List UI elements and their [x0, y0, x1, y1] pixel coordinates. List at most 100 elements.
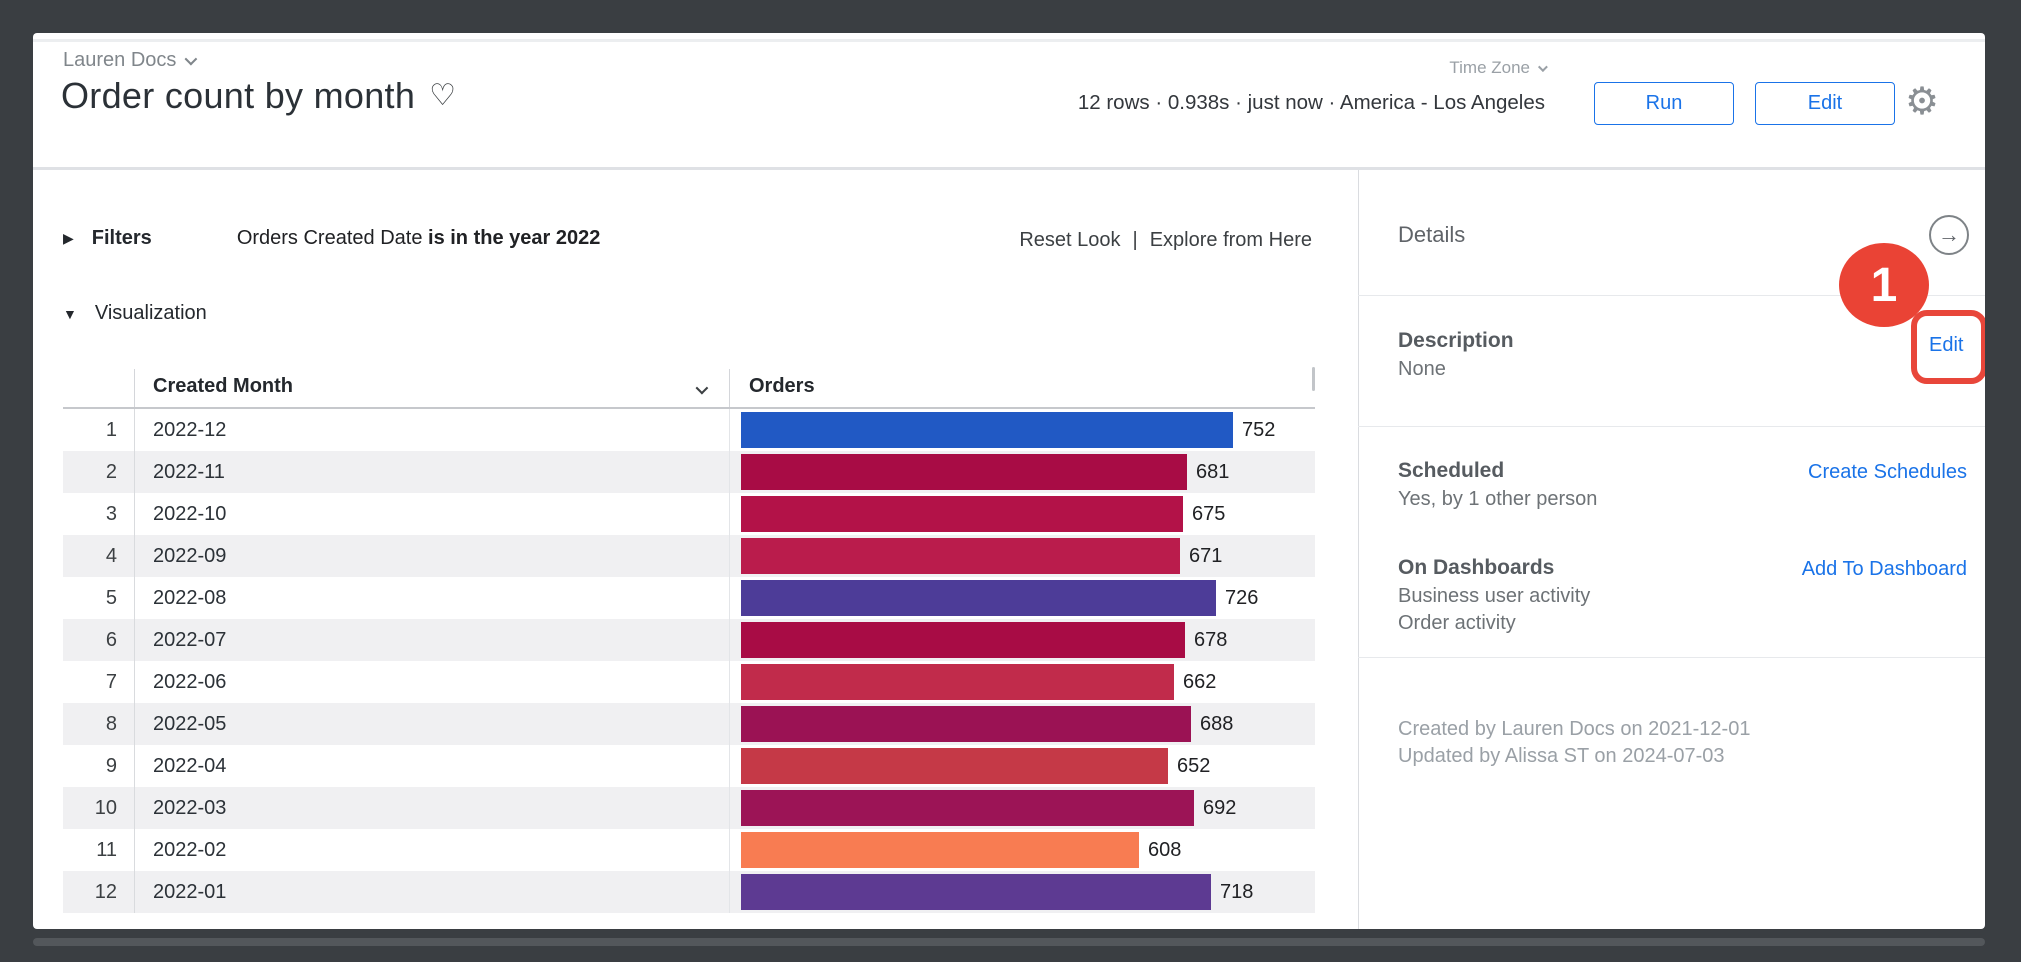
column-divider	[729, 493, 730, 535]
column-divider	[729, 703, 730, 745]
orders-value-label: 692	[1203, 796, 1237, 819]
row-number: 12	[94, 880, 117, 903]
table-header-row: Created Month Orders	[63, 365, 1315, 409]
orders-bar[interactable]	[741, 790, 1194, 826]
orders-bar[interactable]	[741, 580, 1216, 616]
collapse-triangle-icon[interactable]: ▼	[63, 305, 77, 322]
details-divider	[1358, 426, 1985, 427]
orders-bar[interactable]	[741, 748, 1168, 784]
orders-bar[interactable]	[741, 454, 1187, 490]
chevron-down-icon	[184, 52, 198, 66]
orders-bar-cell: 718	[729, 871, 1315, 913]
query-meta: 12 rows · 0.938s · just now · America - …	[1077, 91, 1545, 114]
horizontal-scrollbar[interactable]	[33, 938, 1985, 946]
expand-triangle-icon[interactable]: ▶	[63, 230, 74, 246]
column-divider	[729, 829, 730, 871]
details-title: Details	[1398, 222, 1466, 247]
column-header-created-month[interactable]: Created Month	[153, 375, 293, 397]
orders-bar-cell: 752	[729, 409, 1315, 451]
orders-bar-cell: 675	[729, 493, 1315, 535]
created-month-cell[interactable]: 2022-05	[153, 712, 227, 735]
column-divider	[134, 535, 135, 577]
column-divider	[729, 577, 730, 619]
orders-bar[interactable]	[741, 832, 1139, 868]
created-month-cell[interactable]: 2022-08	[153, 586, 227, 609]
gear-icon[interactable]: ⚙	[1905, 81, 1940, 123]
header-divider	[33, 167, 1985, 170]
created-month-cell[interactable]: 2022-04	[153, 754, 227, 777]
breadcrumb[interactable]: Lauren Docs	[63, 49, 198, 72]
link-separator: |	[1132, 229, 1138, 251]
reset-look-link[interactable]: Reset Look	[1019, 229, 1121, 251]
filter-field: Orders Created Date	[236, 227, 429, 249]
visualization-section-label[interactable]: Visualization	[94, 302, 207, 324]
column-divider	[729, 871, 730, 913]
orders-bar[interactable]	[741, 496, 1183, 532]
table-scrollbar[interactable]	[1312, 367, 1315, 391]
created-month-cell[interactable]: 2022-09	[153, 544, 227, 567]
updated-by-line: Updated by Alissa ST on 2024-07-03	[1398, 745, 1725, 767]
orders-bar[interactable]	[741, 538, 1180, 574]
add-to-dashboard-link[interactable]: Add To Dashboard	[1801, 558, 1967, 580]
table-row: 4 2022-09 671	[63, 535, 1315, 577]
row-number: 7	[105, 670, 117, 693]
orders-bar[interactable]	[741, 622, 1185, 658]
column-divider	[134, 703, 135, 745]
table-row: 6 2022-07 678	[63, 619, 1315, 661]
edit-description-link[interactable]: Edit	[1929, 334, 1964, 356]
timezone-selector[interactable]: Time Zone	[1449, 58, 1548, 78]
breadcrumb-label: Lauren Docs	[63, 49, 177, 71]
orders-bar[interactable]	[741, 412, 1233, 448]
orders-value-label: 652	[1177, 754, 1211, 777]
created-month-cell[interactable]: 2022-01	[153, 880, 227, 903]
created-month-cell[interactable]: 2022-10	[153, 502, 227, 525]
column-header-orders[interactable]: Orders	[749, 375, 815, 397]
timezone-label: Time Zone	[1449, 58, 1530, 77]
look-window: Lauren Docs Order count by month ♡ Time …	[33, 33, 1985, 929]
created-month-cell[interactable]: 2022-02	[153, 838, 227, 861]
column-divider	[134, 829, 135, 871]
open-details-arrow-icon[interactable]: →	[1929, 215, 1969, 255]
orders-bar-cell: 671	[729, 535, 1315, 577]
column-divider	[729, 661, 730, 703]
row-number: 6	[105, 628, 117, 651]
table-row: 8 2022-05 688	[63, 703, 1315, 745]
created-month-cell[interactable]: 2022-11	[153, 460, 225, 483]
column-menu-chevron-icon[interactable]	[695, 381, 709, 399]
edit-button[interactable]: Edit	[1755, 82, 1895, 125]
run-button[interactable]: Run	[1594, 82, 1734, 125]
table-row: 5 2022-08 726	[63, 577, 1315, 619]
table-row: 9 2022-04 652	[63, 745, 1315, 787]
orders-value-label: 678	[1194, 628, 1228, 651]
create-schedules-link[interactable]: Create Schedules	[1808, 461, 1967, 483]
orders-value-label: 718	[1220, 880, 1254, 903]
column-divider	[134, 661, 135, 703]
created-month-cell[interactable]: 2022-12	[153, 418, 227, 441]
panel-divider	[1358, 170, 1359, 929]
explore-from-here-link[interactable]: Explore from Here	[1149, 229, 1312, 251]
orders-bar[interactable]	[741, 874, 1211, 910]
column-divider	[729, 619, 730, 661]
created-month-cell[interactable]: 2022-06	[153, 670, 227, 693]
orders-value-label: 726	[1225, 586, 1259, 609]
details-divider	[1358, 657, 1985, 658]
favorite-heart-icon[interactable]: ♡	[429, 79, 457, 112]
filters-section-label[interactable]: Filters	[91, 227, 152, 249]
created-by-line: Created by Lauren Docs on 2021-12-01	[1398, 718, 1751, 740]
orders-bar[interactable]	[741, 706, 1191, 742]
orders-value-label: 671	[1189, 544, 1223, 567]
orders-value-label: 752	[1242, 418, 1276, 441]
created-month-cell[interactable]: 2022-07	[153, 628, 227, 651]
chevron-down-icon	[1537, 61, 1548, 72]
column-divider	[729, 451, 730, 493]
orders-bar-cell: 678	[729, 619, 1315, 661]
orders-bar-cell: 608	[729, 829, 1315, 871]
created-month-cell[interactable]: 2022-03	[153, 796, 227, 819]
orders-bar[interactable]	[741, 664, 1174, 700]
table-body: 1 2022-12 752 2 2022-11 681 3 2022-10 675 4 2022-0…	[63, 409, 1315, 913]
table-row: 1 2022-12 752	[63, 409, 1315, 451]
row-number: 5	[105, 586, 117, 609]
details-divider	[1358, 295, 1985, 296]
column-divider	[729, 409, 730, 451]
